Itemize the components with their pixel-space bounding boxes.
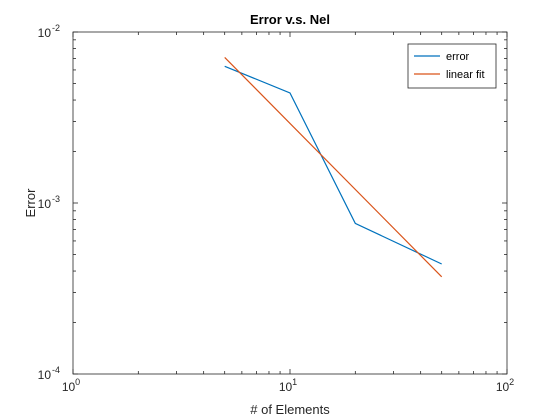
legend-label: linear fit xyxy=(446,69,485,81)
y-axis-label: Error xyxy=(23,188,38,218)
series-line-1 xyxy=(224,56,443,278)
x-axis-label: # of Elements xyxy=(250,402,330,417)
x-tick-label: 102 xyxy=(496,377,514,394)
y-tick-exponent: -3 xyxy=(52,194,60,204)
x-tick-label: 101 xyxy=(279,377,297,394)
series-line-0 xyxy=(224,65,442,265)
series-lines xyxy=(224,56,443,278)
y-tick-exponent: -4 xyxy=(52,365,60,375)
legend: error linear fit xyxy=(407,43,497,89)
chart-title: Error v.s. Nel xyxy=(250,12,330,27)
legend-label: error xyxy=(446,51,470,63)
y-tick-label: 10 xyxy=(38,26,52,40)
plot-area xyxy=(72,31,508,375)
legend-box xyxy=(407,43,497,89)
y-tick-exponent: -2 xyxy=(52,23,60,33)
y-tick-label: 10 xyxy=(38,368,52,382)
y-tick-label: 10 xyxy=(38,197,52,211)
x-tick-label: 100 xyxy=(62,377,80,394)
